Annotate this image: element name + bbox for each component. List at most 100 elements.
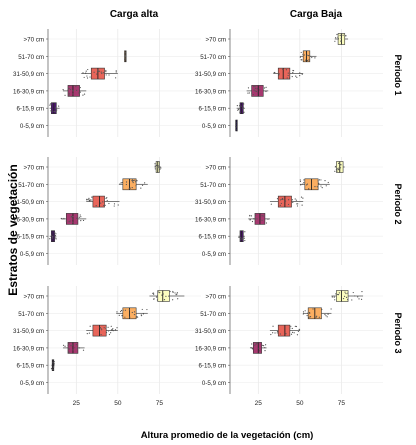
jitter-point <box>136 316 139 318</box>
jitter-point <box>111 329 113 331</box>
jitter-point <box>117 204 119 206</box>
jitter-point <box>243 111 245 113</box>
category-tick-label: 16-30,9 cm <box>13 88 44 95</box>
jitter-point <box>86 198 88 200</box>
jitter-point <box>176 292 178 294</box>
jitter-point <box>75 344 77 346</box>
jitter-point <box>95 205 97 207</box>
jitter-point <box>347 292 349 294</box>
category-tick-label: 0-5,9 cm <box>202 251 226 258</box>
jitter-point <box>327 313 329 315</box>
jitter-point <box>121 181 123 184</box>
x-tick-label: 50 <box>114 400 122 407</box>
box-16-30,9 cm <box>251 85 264 97</box>
jitter-point <box>301 59 303 61</box>
jitter-point <box>337 38 340 40</box>
jitter-point <box>68 348 70 350</box>
jitter-point <box>82 94 84 96</box>
jitter-point <box>116 311 118 313</box>
jitter-point <box>264 350 266 352</box>
jitter-point <box>330 308 332 310</box>
jitter-point <box>131 179 134 181</box>
jitter-point <box>76 217 78 219</box>
jitter-point <box>290 333 293 335</box>
category-tick-label: 16-30,9 cm <box>195 216 226 223</box>
jitter-point <box>273 72 275 74</box>
jitter-point <box>342 297 345 300</box>
jitter-point <box>93 71 95 73</box>
jitter-point <box>235 121 237 124</box>
y-axis-title: Estratos de vegetación <box>6 164 20 295</box>
jitter-point <box>256 342 258 345</box>
panel-0: >70 cm 51-70 cm 31-50,9 cm 16-30,9 cm 6-15,9… <box>13 29 201 137</box>
jitter-point <box>261 219 263 221</box>
jitter-point <box>120 309 123 312</box>
jitter-point <box>105 74 107 76</box>
jitter-point <box>306 54 308 56</box>
jitter-point <box>79 91 81 93</box>
jitter-point <box>254 87 256 90</box>
jitter-point <box>113 205 115 207</box>
jitter-point <box>133 313 136 316</box>
jitter-point <box>312 308 314 310</box>
category-tick-label: >70 cm <box>206 37 226 44</box>
jitter-point <box>301 204 303 206</box>
jitter-point <box>68 351 70 353</box>
category-tick-label: 0-5,9 cm <box>20 123 44 130</box>
jitter-point <box>129 316 131 318</box>
jitter-point <box>163 299 166 301</box>
jitter-point <box>91 196 93 198</box>
jitter-point <box>50 110 52 112</box>
jitter-point <box>112 328 114 330</box>
jitter-point <box>298 329 301 331</box>
category-tick-label: 31-50,9 cm <box>13 328 44 335</box>
jitter-point <box>124 53 126 55</box>
jitter-point <box>154 163 156 165</box>
jitter-point <box>118 183 121 185</box>
jitter-point <box>293 332 295 334</box>
jitter-point <box>102 201 104 203</box>
jitter-point <box>67 347 69 349</box>
jitter-point <box>53 363 55 365</box>
jitter-point <box>276 330 279 333</box>
category-tick-label: 31-50,9 cm <box>195 71 226 78</box>
jitter-point <box>124 54 127 57</box>
jitter-point <box>281 198 283 200</box>
jitter-point <box>108 74 110 76</box>
jitter-point <box>140 187 142 189</box>
jitter-point <box>299 56 301 58</box>
jitter-point <box>174 292 176 294</box>
jitter-point <box>262 215 264 217</box>
jitter-point <box>168 295 170 297</box>
jitter-point <box>324 313 326 316</box>
jitter-point <box>287 72 289 74</box>
jitter-point <box>87 68 89 71</box>
jitter-point <box>64 345 66 347</box>
category-tick-label: 0-5,9 cm <box>202 380 226 387</box>
jitter-point <box>68 92 70 94</box>
jitter-point <box>296 76 298 78</box>
jitter-point <box>302 313 304 315</box>
category-tick-label: 16-30,9 cm <box>195 345 226 352</box>
jitter-point <box>160 167 162 169</box>
panel-3: >70 cm 51-70 cm 31-50,9 cm 16-30,9 cm 6-15,9… <box>195 157 383 265</box>
jitter-point <box>55 237 57 239</box>
jitter-point <box>72 93 74 95</box>
jitter-point <box>292 201 294 204</box>
jitter-point <box>296 203 298 205</box>
jitter-point <box>281 197 284 200</box>
jitter-point <box>252 93 254 96</box>
jitter-point <box>118 314 120 316</box>
jitter-point <box>124 58 126 60</box>
jitter-point <box>82 349 85 351</box>
jitter-point <box>336 33 338 36</box>
category-tick-label: >70 cm <box>206 294 226 301</box>
jitter-point <box>306 183 309 185</box>
box-16-30,9 cm <box>65 213 79 225</box>
jitter-point <box>239 111 241 113</box>
jitter-point <box>334 299 336 301</box>
jitter-point <box>240 105 242 107</box>
jitter-point <box>107 330 110 332</box>
jitter-point <box>103 327 105 329</box>
